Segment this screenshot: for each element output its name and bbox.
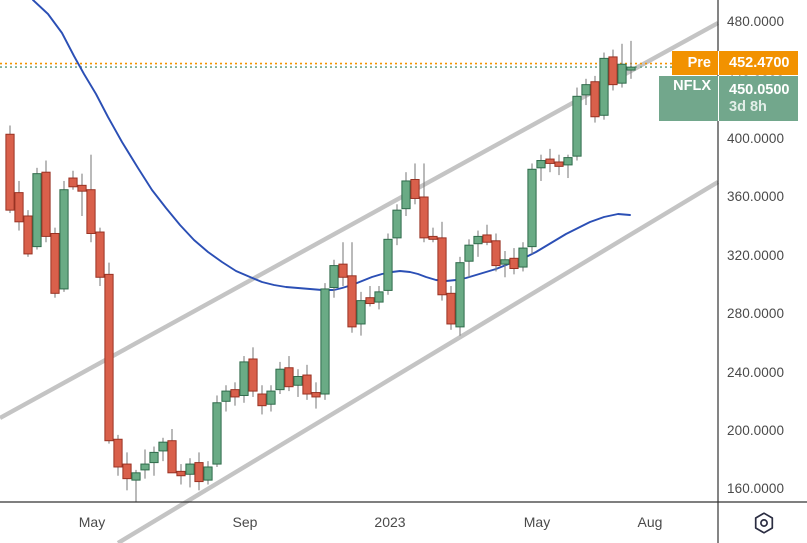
- x-axis-tick-label: Sep: [232, 514, 258, 530]
- y-axis-tick-label: 200.0000: [727, 422, 785, 438]
- x-axis-tick-label: Aug: [637, 514, 663, 530]
- premarket-price-text: 452.4700: [729, 54, 790, 71]
- y-axis-tick-label: 280.0000: [727, 306, 785, 322]
- y-axis-tick-label: 240.0000: [727, 364, 785, 380]
- last-price-badge[interactable]: NFLX 450.0500 3d 8h: [659, 76, 799, 121]
- premarket-badge-label: Pre: [672, 51, 718, 75]
- y-axis-tick-label: 360.0000: [727, 189, 785, 205]
- x-axis-tick-label: May: [78, 514, 106, 530]
- premarket-badge-value: 452.4700: [718, 51, 799, 75]
- premarket-price-badge[interactable]: Pre 452.4700: [672, 51, 799, 75]
- y-axis-tick-label: 160.0000: [727, 481, 785, 497]
- last-price-text: 450.0500: [729, 81, 790, 98]
- y-axis-tick-label: 400.0000: [727, 131, 785, 147]
- candlestick-series[interactable]: [5, 40, 636, 502]
- last-price-badge-value: 450.0500 3d 8h: [718, 76, 799, 121]
- gear-icon[interactable]: [752, 511, 776, 535]
- y-axis-tick-label: 320.0000: [727, 247, 785, 263]
- countdown-text: 3d 8h: [729, 98, 767, 115]
- symbol-badge-label: NFLX: [659, 76, 718, 121]
- y-axis-tick-label: 480.0000: [727, 14, 785, 30]
- moving-average-line: [32, 0, 631, 291]
- x-axis-tick-label: May: [523, 514, 551, 530]
- x-axis-tick-label: 2023: [374, 514, 406, 530]
